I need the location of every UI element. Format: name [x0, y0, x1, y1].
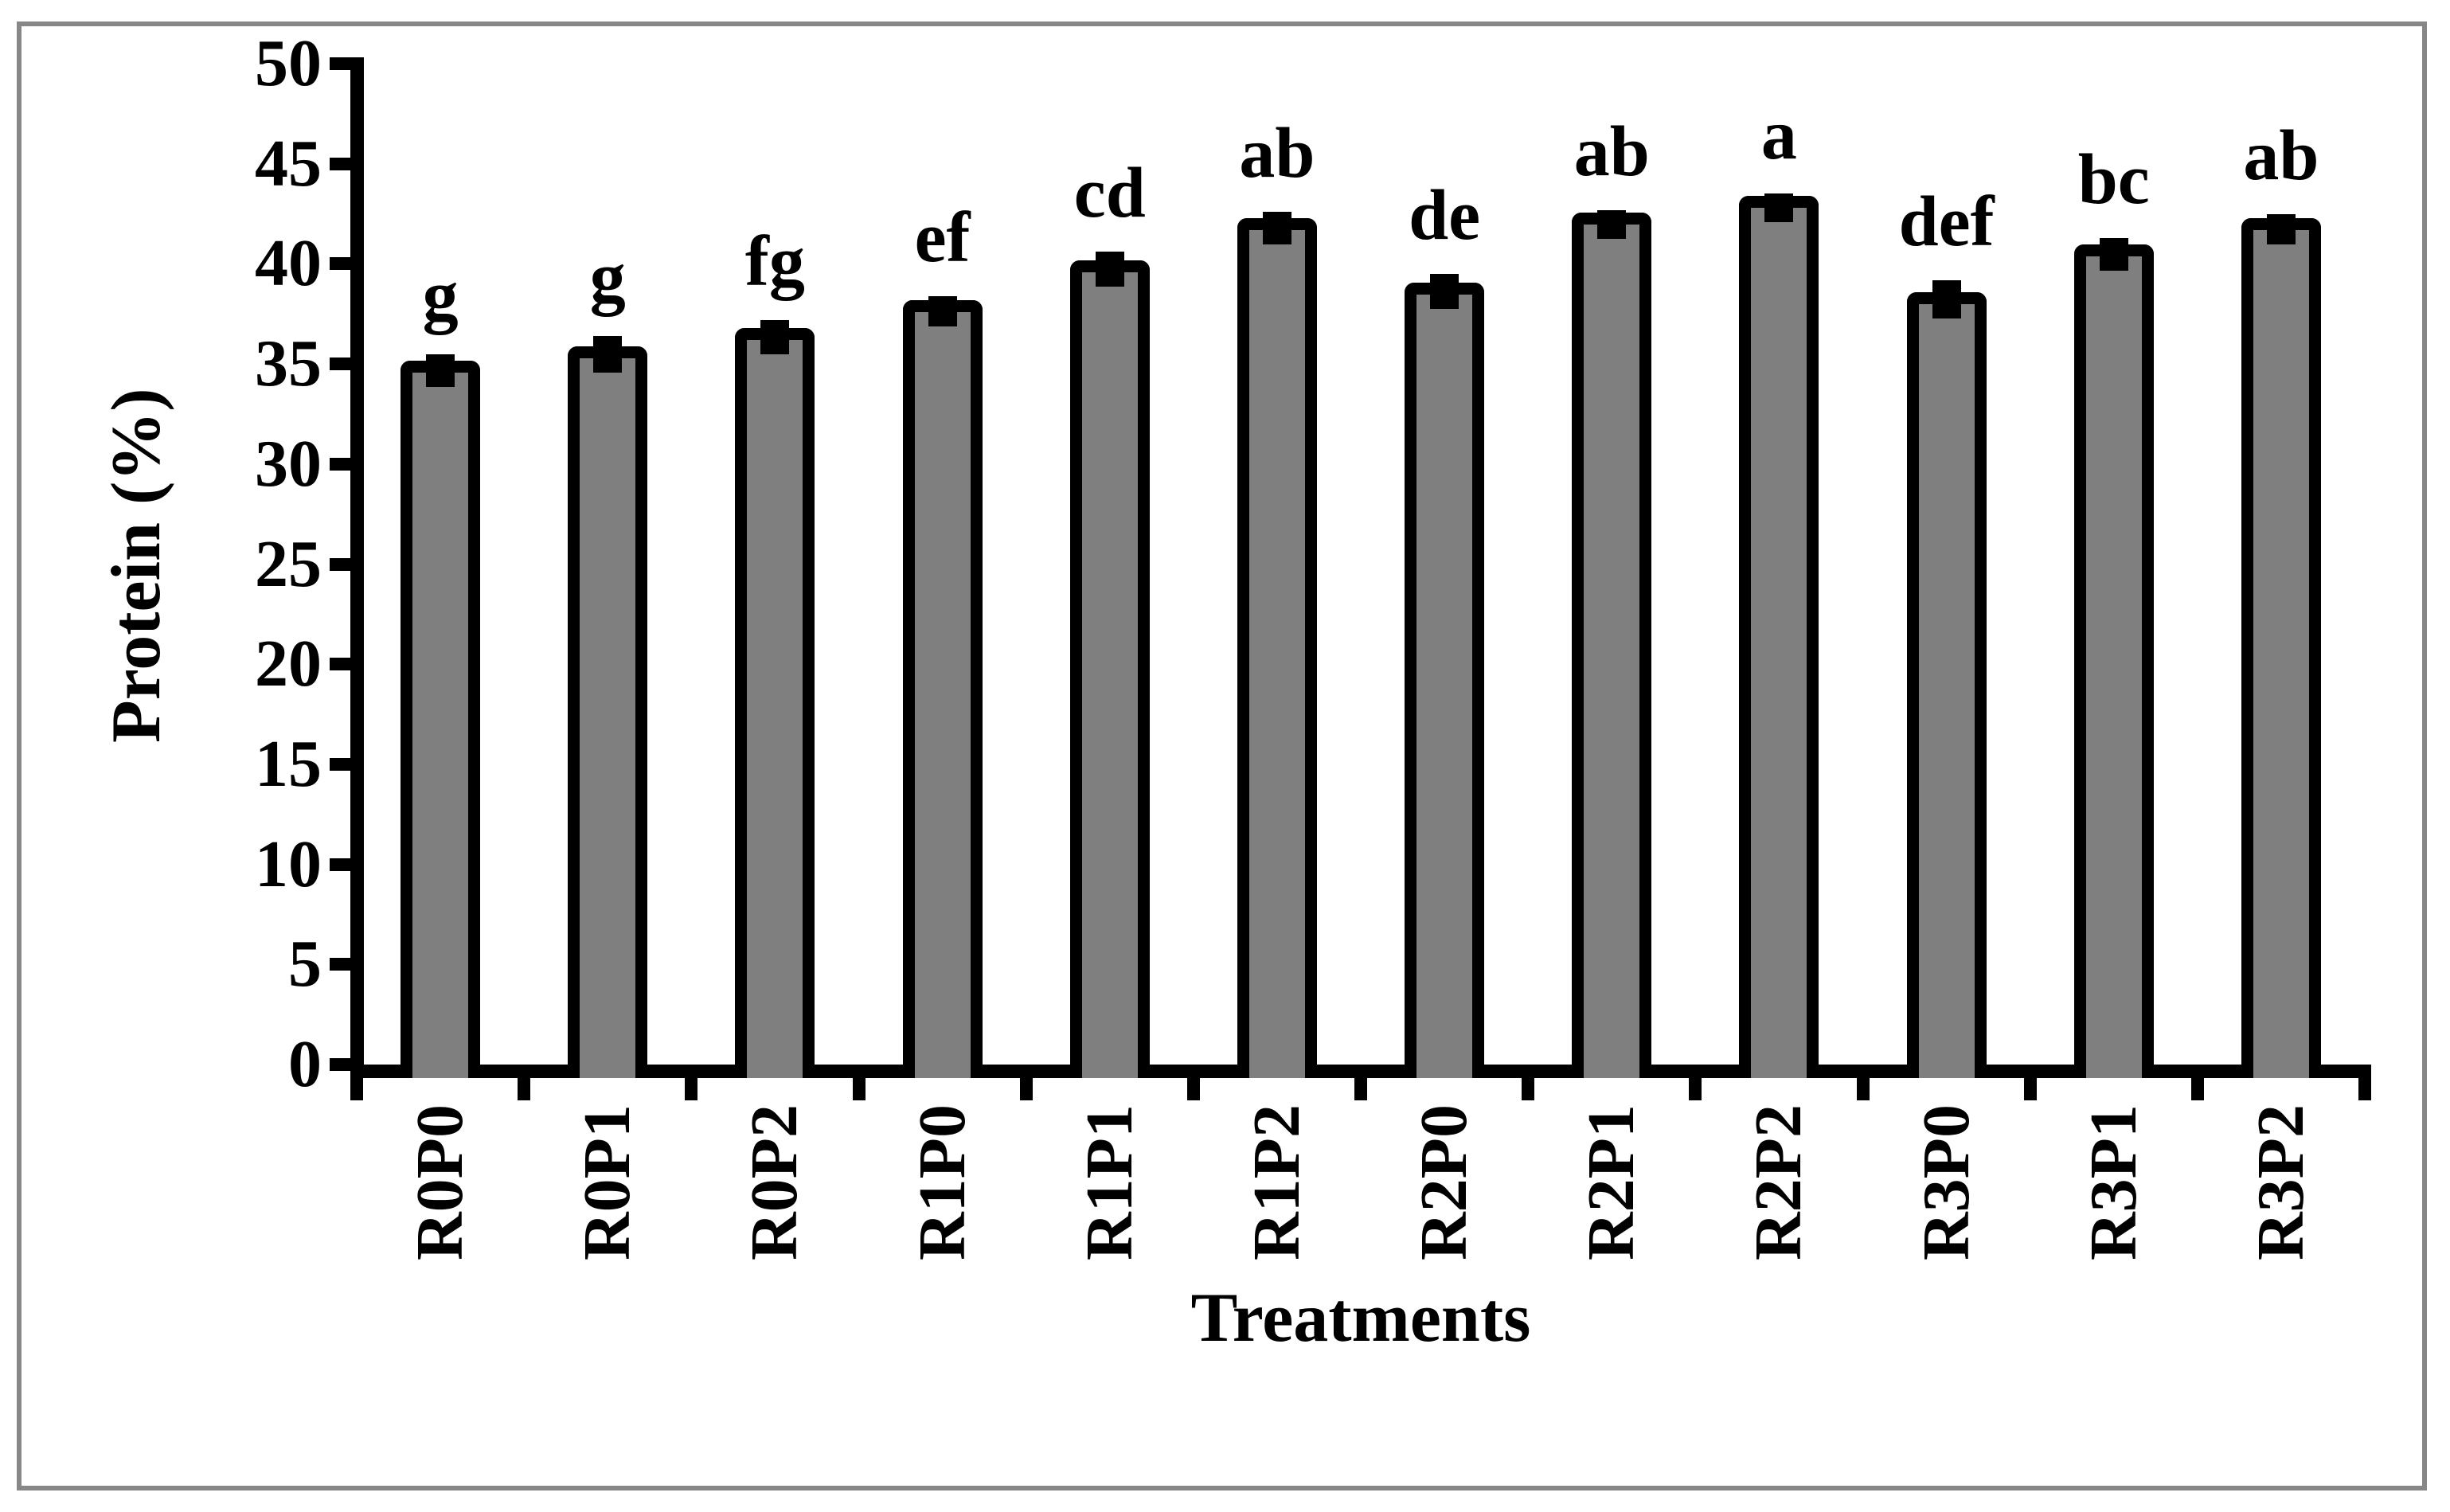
bar	[2073, 244, 2154, 1078]
x-axis-line	[350, 1065, 2371, 1078]
x-tick	[518, 1078, 531, 1100]
y-tick-label: 20	[255, 627, 322, 701]
category-label: R2P1	[1574, 1104, 1649, 1260]
error-bar	[1932, 279, 1961, 319]
error-bar	[760, 319, 790, 355]
error-bar	[593, 335, 623, 373]
y-tick-label: 0	[288, 1027, 322, 1101]
x-tick	[350, 1078, 363, 1100]
y-tick-label: 10	[255, 826, 322, 901]
y-tick-label: 30	[255, 426, 322, 501]
x-tick	[1689, 1078, 1702, 1100]
y-tick	[330, 958, 350, 971]
y-tick	[330, 557, 350, 571]
category-label: R3P1	[2076, 1104, 2151, 1260]
sig-letter: cd	[1073, 154, 1146, 233]
sig-letter: def	[1898, 182, 1995, 261]
category-label: R1P1	[1072, 1104, 1147, 1260]
category-label: R2P0	[1407, 1104, 1482, 1260]
y-axis-line	[350, 57, 364, 1078]
y-tick-label: 25	[255, 526, 322, 601]
x-tick	[1186, 1078, 1200, 1100]
category-label: R3P0	[1909, 1104, 1983, 1260]
category-label: R0P0	[403, 1104, 478, 1260]
category-label: R0P1	[570, 1104, 645, 1260]
category-label: R2P2	[1741, 1104, 1816, 1260]
error-bar	[1262, 212, 1291, 245]
sig-letter: g	[589, 237, 626, 317]
sig-letter: ab	[1573, 111, 1650, 191]
sig-letter: de	[1409, 175, 1481, 255]
y-tick-label: 35	[255, 326, 322, 401]
x-tick	[2190, 1078, 2204, 1100]
bar	[568, 346, 648, 1078]
bar	[1572, 212, 1652, 1078]
error-bar	[928, 295, 957, 327]
category-label: R3P2	[2243, 1104, 2318, 1260]
y-tick-label: 40	[255, 226, 322, 301]
y-tick	[330, 57, 350, 70]
y-tick	[330, 157, 350, 170]
error-bar	[1430, 273, 1459, 309]
y-tick	[330, 658, 350, 671]
x-tick	[1522, 1078, 1535, 1100]
y-tick	[330, 858, 350, 871]
x-tick	[852, 1078, 866, 1100]
bar	[902, 300, 983, 1078]
error-bar	[1764, 193, 1794, 223]
x-tick	[1856, 1078, 1870, 1100]
category-label: R1P0	[905, 1104, 979, 1260]
bar	[1069, 260, 1150, 1078]
y-tick-label: 15	[255, 726, 322, 801]
x-tick	[1354, 1078, 1367, 1100]
y-tick-label: 50	[255, 26, 322, 100]
bar	[2241, 218, 2321, 1078]
error-bar	[426, 354, 455, 387]
y-tick-label: 5	[288, 927, 322, 1002]
figure-border	[17, 21, 2427, 1491]
x-tick	[1019, 1078, 1033, 1100]
x-axis-title: Treatments	[1190, 1280, 1531, 1357]
y-tick	[330, 1058, 350, 1071]
y-tick-label: 45	[255, 126, 322, 201]
bar	[1906, 292, 1987, 1078]
bar	[401, 360, 481, 1078]
sig-letter: bc	[2077, 139, 2150, 219]
error-bar	[1597, 209, 1627, 239]
sig-letter: ab	[2243, 115, 2319, 195]
x-tick	[685, 1078, 698, 1100]
y-tick	[330, 457, 350, 471]
y-tick	[330, 757, 350, 771]
sig-letter: ab	[1239, 114, 1315, 193]
sig-letter: ef	[914, 197, 971, 277]
error-bar	[2266, 213, 2296, 245]
bar	[1237, 218, 1317, 1078]
error-bar	[1095, 252, 1124, 287]
sig-letter: g	[422, 256, 459, 335]
bar	[735, 328, 815, 1078]
sig-letter: fg	[744, 221, 805, 301]
x-tick	[2358, 1078, 2371, 1100]
x-tick	[2023, 1078, 2037, 1100]
y-tick	[330, 357, 350, 371]
bar	[1405, 282, 1485, 1078]
category-label: R1P2	[1239, 1104, 1314, 1260]
sig-letter: a	[1760, 96, 1797, 175]
error-bar	[2099, 237, 2128, 271]
category-label: R0P2	[737, 1104, 812, 1260]
y-tick	[330, 257, 350, 271]
bar	[1739, 196, 1819, 1078]
y-axis-title: Protein (%)	[98, 388, 175, 743]
